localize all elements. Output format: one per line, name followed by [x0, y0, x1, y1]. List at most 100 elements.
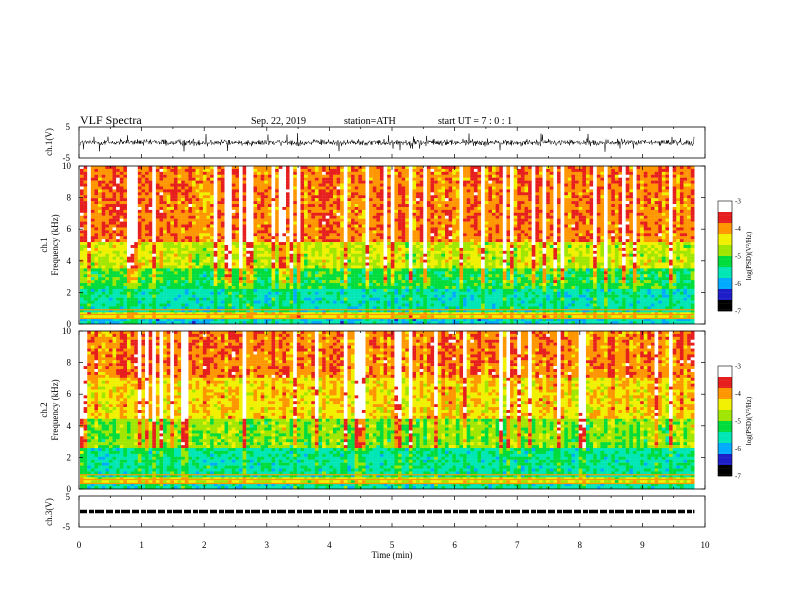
ch1-spectrogram-cell [220, 166, 225, 170]
ch1-spectrogram-cell [372, 198, 377, 202]
ch1-spectrogram-cell [177, 198, 182, 202]
ch1-spectrogram-cell [647, 177, 652, 181]
ch1-spectrogram-cell [304, 236, 308, 240]
ch1-spectrogram-cell [618, 174, 623, 178]
ch1-spectrogram-cell [477, 166, 482, 170]
ch1-spectrogram-cell [159, 233, 164, 237]
ch1-spectrogram-cell [220, 247, 225, 252]
ch1-spectrogram-cell [325, 206, 330, 211]
ch1-spectrogram-cell [365, 168, 370, 173]
ch1-spectrogram-cell [372, 177, 377, 181]
ch1-spectrogram-cell [452, 166, 456, 170]
ch1-spectrogram-cell [318, 192, 323, 196]
ch1-spectrogram-cell [679, 201, 684, 205]
ch1-spectrogram-cell [322, 209, 326, 213]
ch1-spectrogram-cell [340, 186, 344, 190]
ch1-spectrogram-cell [488, 183, 493, 187]
ch1-spectrogram-cell [669, 212, 673, 216]
ch1-spectrogram-cell [618, 242, 623, 246]
ch1-spectrogram-cell [358, 195, 363, 199]
ch1-spectrogram-cell [239, 201, 243, 205]
ch1-spectrogram-cell [264, 186, 269, 190]
ch1-spectrogram-cell [672, 218, 677, 222]
ch1-spectrogram-cell [311, 189, 316, 193]
ch1-spectrogram-cell [520, 227, 525, 231]
ch1-spectrogram-cell [654, 168, 659, 173]
ch1-spectrogram-cell [119, 239, 124, 243]
ch1-spectrogram-cell [260, 230, 265, 234]
ch1-spectrogram-cell [575, 189, 579, 193]
ch1-spectrogram-cell [325, 195, 330, 199]
ch1-spectrogram-cell [257, 168, 261, 173]
ch1-spectrogram-cell [318, 180, 323, 184]
ch1-spectrogram-cell [351, 242, 355, 246]
ch1-spectrogram-cell [665, 201, 670, 205]
ch1-spectrogram-cell [557, 166, 561, 170]
ch1-spectrogram-cell [661, 227, 666, 231]
ch1-spectrogram-cell [600, 239, 605, 243]
ch1-spectrogram-cell [181, 224, 185, 228]
ch1-spectrogram-cell [506, 242, 511, 246]
ch1-spectrogram-cell [405, 245, 410, 249]
ch1-spectrogram-cell [643, 204, 648, 208]
ch1-spectrogram-cell [604, 195, 608, 199]
ch1-spectrogram-cell [231, 192, 236, 196]
ch1-spectrogram-cell [589, 177, 594, 181]
ch1-spectrogram-cell [278, 239, 283, 243]
ch1-spectrogram-cell [387, 201, 391, 205]
ch1-spectrogram-cell [307, 168, 312, 173]
ch1-spectrogram-cell [488, 245, 493, 249]
ch1-spectrogram-cell [481, 247, 485, 252]
ch1-spectrogram-cell [488, 177, 493, 181]
ch1-spectrogram-cell [387, 189, 391, 193]
ch1-spectrogram-cell [224, 250, 229, 254]
ch1-spectrogram-cell [502, 215, 507, 219]
ch1-spectrogram-cell [329, 174, 334, 178]
ch1-spectrogram-cell [502, 245, 507, 249]
ch1-spectrogram-cell [184, 168, 189, 173]
ch1-spectrogram-cell [336, 192, 341, 196]
ch1-spectrogram-cell [173, 186, 178, 190]
ch1-spectrogram-cell [647, 186, 652, 190]
ch1-spectrogram-cell [260, 247, 265, 252]
ch1-spectrogram-cell [676, 218, 681, 222]
ch1-spectrogram-cell [293, 239, 297, 243]
ch1-spectrogram-cell [679, 239, 684, 243]
ch1-spectrogram-cell [419, 242, 424, 246]
ch1-spectrogram-cell [488, 247, 493, 252]
ch1-spectrogram-cell [401, 186, 406, 190]
ch1-spectrogram-cell [434, 180, 438, 184]
ch1-spectrogram-cell [354, 245, 359, 249]
ch1-spectrogram-cell [195, 242, 200, 246]
ch1-spectrogram-cell [271, 171, 276, 175]
ch1-spectrogram-cell [520, 224, 525, 228]
ch1-spectrogram-cell [159, 192, 164, 196]
ch1-spectrogram-cell [390, 227, 395, 231]
ch1-spectrogram-cell [401, 221, 406, 225]
ch1-spectrogram-cell [83, 245, 88, 249]
ch1-spectrogram-cell [416, 180, 420, 184]
ch1-spectrogram-cell [517, 224, 522, 228]
ch1-spectrogram-cell [213, 195, 218, 199]
ch1-spectrogram-cell [394, 195, 399, 199]
ch1-spectrogram-cell [119, 247, 124, 252]
ch1-spectrogram-cell [600, 236, 605, 240]
ch1-spectrogram-cell [105, 206, 110, 211]
ch1-spectrogram-cell [625, 224, 630, 228]
ch1-spectrogram-cell [560, 247, 565, 252]
ch1-spectrogram-cell [365, 236, 370, 240]
ch1-spectrogram-cell [499, 198, 503, 202]
ch1-spectrogram-cell [405, 198, 410, 202]
ch1-spectrogram-cell [672, 183, 677, 187]
ch1-spectrogram-cell [401, 218, 406, 222]
ch1-spectrogram-cell [372, 192, 377, 196]
ch1-spectrogram-cell [137, 245, 142, 249]
ch1-spectrogram-cell [369, 233, 373, 237]
ch1-spectrogram-cell [549, 192, 554, 196]
ch1-spectrogram-cell [481, 239, 485, 243]
ch1-spectrogram-cell [488, 227, 493, 231]
ch1-spectrogram-cell [571, 195, 576, 199]
ch1-spectrogram-cell [94, 186, 99, 190]
ch1-spectrogram-cell [210, 177, 214, 181]
ch1-spectrogram-cell [249, 236, 254, 240]
